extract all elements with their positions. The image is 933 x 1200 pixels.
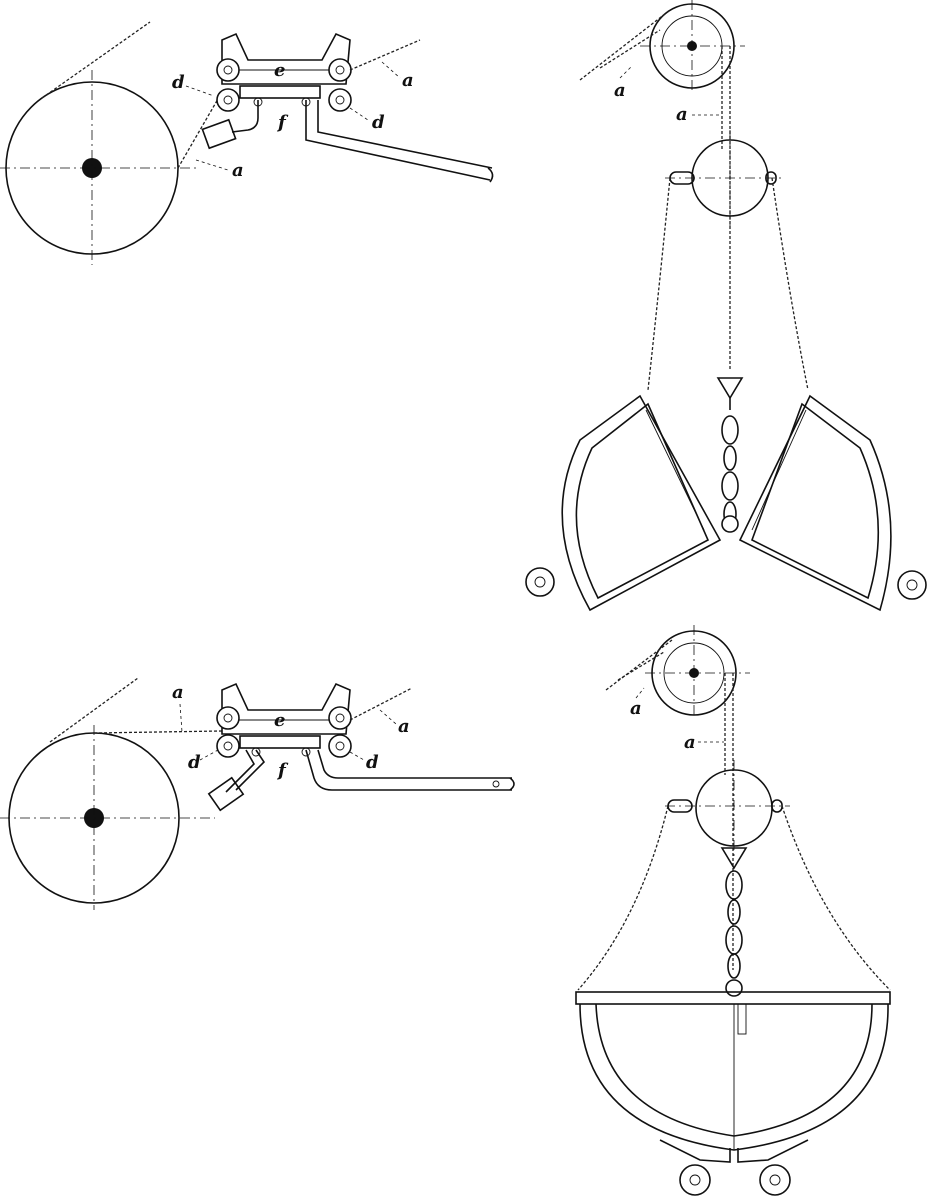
chain-a-right-top	[349, 39, 421, 71]
pulley-bottom	[645, 625, 750, 718]
label-a-right-bottom: a	[398, 716, 410, 737]
suspension-chain-right-top	[771, 177, 809, 391]
label-d-right-top: d	[372, 112, 385, 133]
chain-a-lower-top	[177, 91, 223, 169]
grab-bucket-closed: a a	[575, 625, 891, 1196]
label-d-left-bottom: d	[188, 752, 201, 773]
winch-drum-top	[0, 70, 200, 265]
suspension-chain-right-bottom	[781, 805, 891, 991]
bottom-left-mechanism: a d e f d a	[0, 677, 515, 910]
bucket-closed-body	[575, 991, 891, 1196]
center-link-top	[716, 377, 744, 533]
center-link-bottom	[725, 870, 743, 997]
chain-a-drum-bottom	[49, 677, 139, 743]
chain-a-to-pulley-bottom	[605, 639, 673, 691]
label-a-pulley-top: a	[614, 80, 626, 101]
label-a-pulley-bottom: a	[630, 698, 642, 719]
chain-a-horizontal-bottom	[93, 730, 223, 734]
pulley-top	[640, 0, 745, 92]
suspension-chain-left-top	[647, 177, 671, 391]
lever-frame-bottom	[207, 682, 515, 812]
chain-a-drum-top	[41, 21, 151, 99]
label-f-bottom: f	[276, 760, 289, 781]
chain-a-to-pulley-top	[579, 9, 671, 81]
head-sphere-top	[665, 130, 782, 230]
label-a-left-bottom: a	[172, 682, 184, 703]
suspension-chain-left-bottom	[577, 805, 669, 991]
label-d-right-bottom: d	[366, 752, 379, 773]
label-e-top: e	[274, 60, 285, 81]
chain-a-right-bottom	[349, 687, 413, 721]
lever-frame-top	[201, 32, 494, 183]
label-a-vertical-bottom: a	[684, 732, 696, 753]
label-a-drum-top: a	[232, 160, 244, 181]
bucket-jaw-left-open	[525, 394, 722, 612]
winch-drum-bottom	[0, 725, 215, 910]
top-left-mechanism: d e f d a a	[0, 21, 494, 265]
label-a-vertical-top: a	[676, 104, 688, 125]
head-sphere-bottom	[665, 760, 790, 870]
bucket-jaw-right-open	[738, 394, 927, 612]
grab-bucket-open: a a	[525, 0, 927, 612]
label-f-top: f	[276, 112, 289, 133]
label-e-bottom: e	[274, 710, 285, 731]
label-d-left-top: d	[172, 72, 185, 93]
label-a-right-top: a	[402, 70, 414, 91]
